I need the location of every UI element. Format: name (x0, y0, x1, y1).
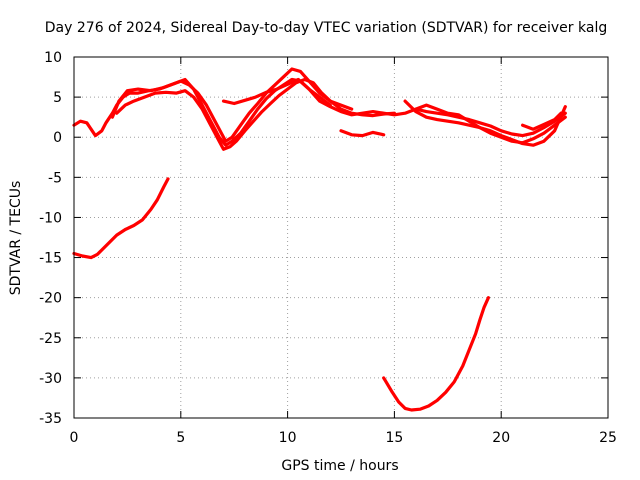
y-tick-label: -35 (39, 411, 62, 427)
y-tick-label: -30 (39, 371, 62, 387)
series-line-trace-i (72, 177, 170, 260)
x-tick-label: 15 (385, 430, 403, 446)
y-tick-label: 5 (53, 90, 62, 106)
y-tick-label: -15 (39, 251, 62, 267)
series-line-trace-a (72, 67, 396, 143)
x-tick-label: 0 (70, 430, 79, 446)
plot-frame (73, 56, 609, 419)
series-line-trace-d (221, 77, 567, 138)
series-line-trace-b (110, 77, 332, 147)
y-tick-label: 10 (44, 50, 62, 66)
y-tick-label: -5 (48, 170, 62, 186)
y-tick-label: -25 (39, 331, 62, 347)
series-line-trace-h (521, 111, 563, 131)
series-line-trace-j (382, 296, 490, 412)
x-axis-label: GPS time / hours (281, 458, 398, 474)
x-tick-label: 25 (599, 430, 617, 446)
y-axis-label: SDTVAR / TECUs (8, 181, 24, 296)
axis-ticks: 0 5 10 15 20 25 10 5 0 -5 -10 -15 -20 -25 -30 -35 (39, 50, 617, 446)
series-line-trace-g (339, 129, 386, 138)
chart-title: Day 276 of 2024, Sidereal Day-to-day VTE… (45, 20, 607, 36)
series-line-trace-c (115, 77, 354, 151)
grid-lines (74, 57, 608, 418)
x-tick-label: 5 (176, 430, 185, 446)
x-tick-label: 20 (492, 430, 510, 446)
x-tick-label: 10 (279, 430, 297, 446)
y-tick-label: -20 (39, 291, 62, 307)
data-series (72, 67, 567, 412)
series-line-trace-f (414, 103, 567, 145)
y-tick-label: -10 (39, 210, 62, 226)
y-tick-label: 0 (53, 130, 62, 146)
